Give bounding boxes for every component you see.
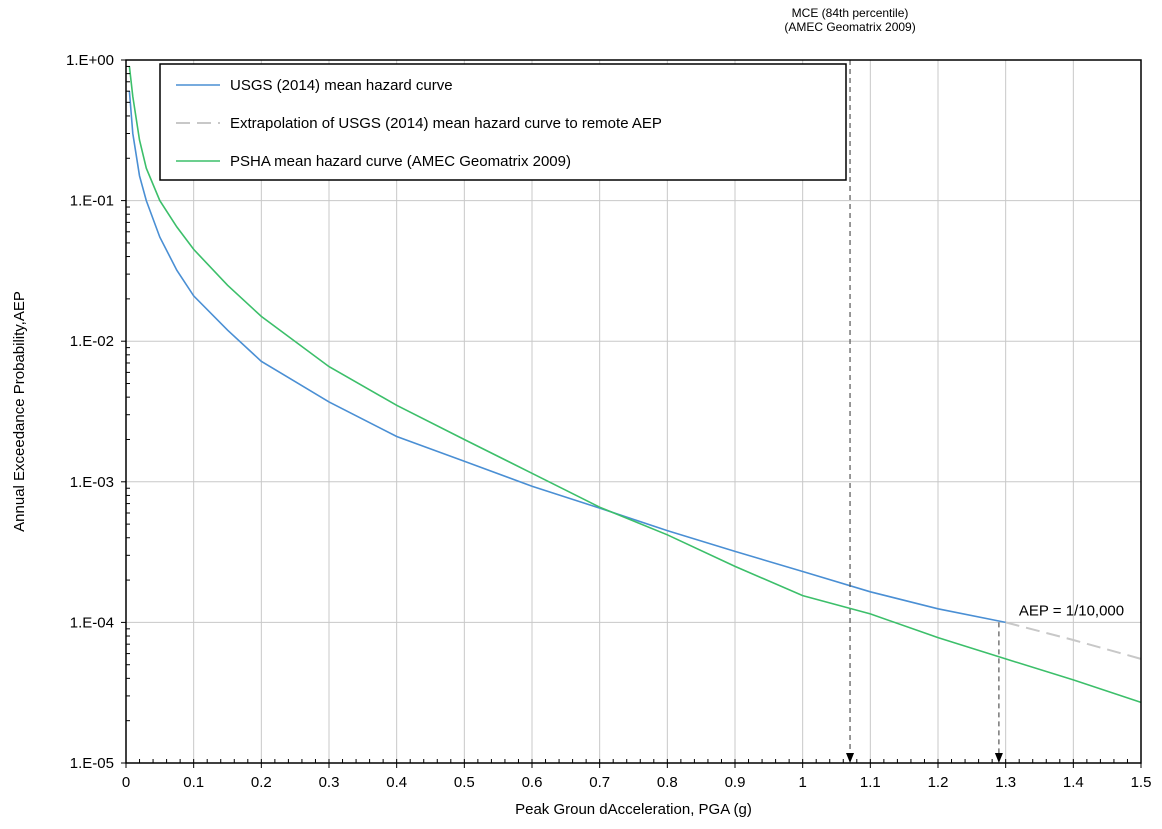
x-axis-title: Peak Groun dAcceleration, PGA (g): [515, 801, 752, 818]
series-line-1: [128, 91, 1006, 624]
y-axis-title: Annual Exceedance Probability,AEP: [11, 291, 28, 532]
legend-label-2: Extrapolation of USGS (2014) mean hazard…: [230, 115, 662, 132]
y-tick-label: 1.E-03: [70, 474, 114, 491]
legend-label-1: USGS (2014) mean hazard curve: [230, 77, 453, 94]
series-layer: [128, 66, 1142, 704]
x-tick-label: 0.8: [657, 774, 678, 791]
x-tick-label: 0.4: [386, 774, 407, 791]
x-tick-label: 0.5: [454, 774, 475, 791]
legend: USGS (2014) mean hazard curve Extrapolati…: [159, 63, 847, 181]
axis-ticks: 0 0.1 0.2 0.3 0.4 0.5 0.6 0.7 0.8 0.9 1 1.1 1.2 1.3 1.…: [66, 52, 1151, 791]
x-tick-label: 1: [798, 774, 806, 791]
y-tick-label: 1.E-02: [70, 333, 114, 350]
series-line-2: [1005, 621, 1142, 660]
x-tick-label: 0: [122, 774, 130, 791]
plot-frame: [125, 59, 1142, 764]
series-line-3: [128, 66, 1142, 704]
y-tick-label: 1.E-05: [70, 755, 114, 772]
x-tick-label: 1.4: [1063, 774, 1084, 791]
mce-arrowhead: [846, 753, 855, 763]
y-tick-label: 1.E-04: [70, 614, 114, 631]
x-tick-label: 1.2: [928, 774, 949, 791]
x-tick-label: 0.9: [725, 774, 746, 791]
aep-label: AEP = 1/10,000: [1019, 602, 1124, 619]
annotation-layer: MCE (84th percentile)(AMEC Geomatrix 200…: [784, 6, 1124, 763]
mce-label-line: MCE (84th percentile): [792, 6, 909, 20]
legend-box: [159, 63, 847, 181]
x-tick-label: 0.7: [589, 774, 610, 791]
x-tick-label: 1.1: [860, 774, 881, 791]
x-tick-label: 0.1: [183, 774, 204, 791]
y-tick-label: 1.E-01: [70, 193, 114, 210]
x-tick-label: 0.3: [319, 774, 340, 791]
x-tick-label: 0.2: [251, 774, 272, 791]
aep-arrowhead: [994, 753, 1003, 763]
mce-label-line: (AMEC Geomatrix 2009): [784, 20, 915, 34]
x-tick-label: 1.5: [1131, 774, 1152, 791]
x-tick-label: 1.3: [995, 774, 1016, 791]
legend-label-3: PSHA mean hazard curve (AMEC Geomatrix 2…: [230, 153, 571, 170]
y-tick-label: 1.E+00: [66, 52, 114, 69]
x-tick-label: 0.6: [522, 774, 543, 791]
